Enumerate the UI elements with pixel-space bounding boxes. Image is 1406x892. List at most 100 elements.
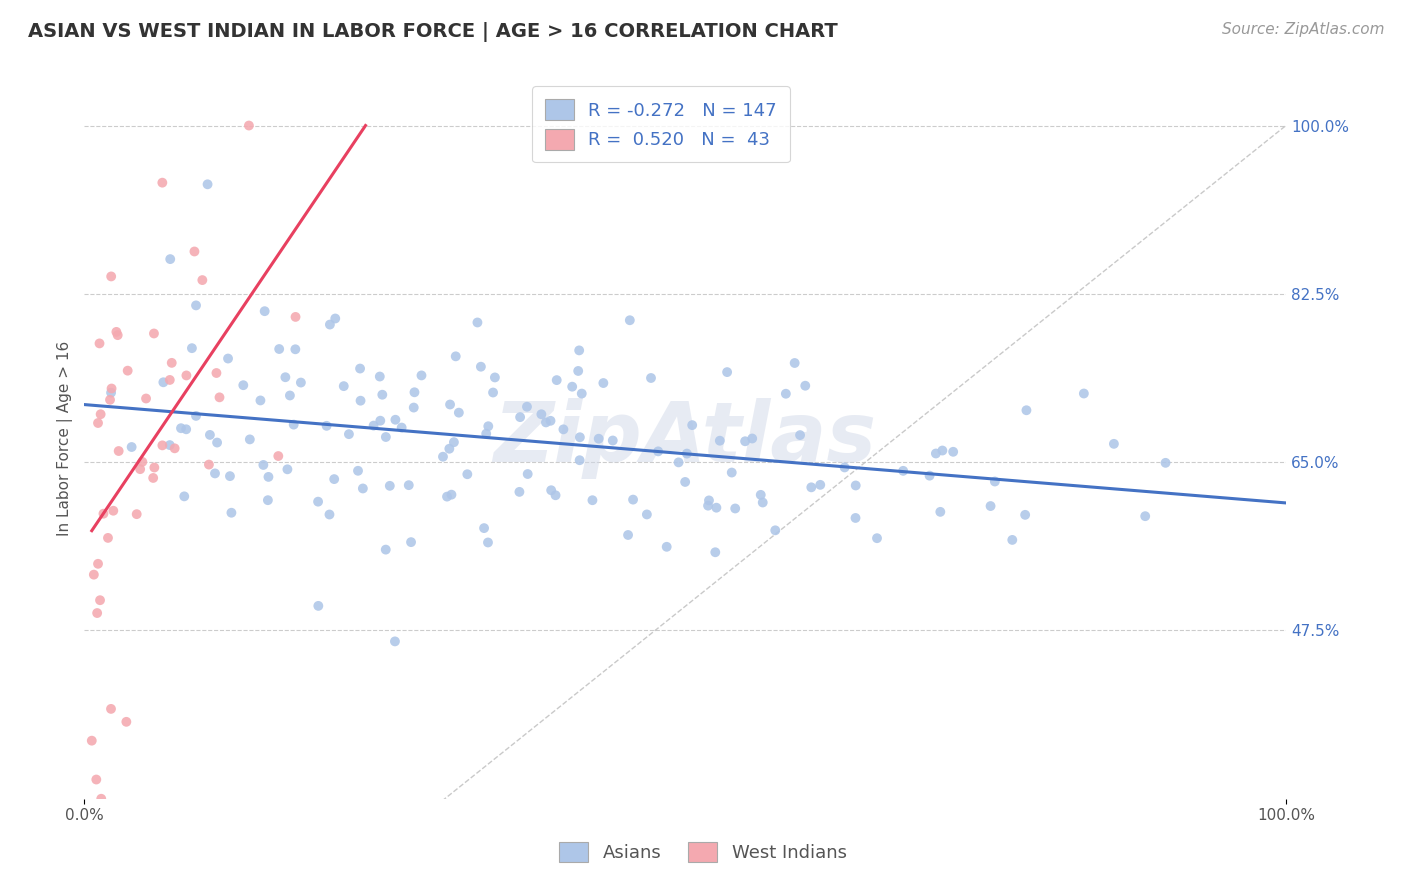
Point	[337, 427, 360, 442]
Point	[704, 545, 727, 559]
Point	[198, 428, 221, 442]
Point	[845, 478, 868, 492]
Point	[834, 460, 856, 475]
Point	[472, 521, 495, 535]
Point	[363, 418, 385, 433]
Point	[307, 599, 329, 613]
Point	[290, 376, 312, 390]
Point	[741, 432, 763, 446]
Point	[734, 434, 756, 449]
Point	[319, 318, 342, 332]
Point	[384, 634, 406, 648]
Point	[318, 508, 340, 522]
Point	[640, 371, 662, 385]
Point	[546, 373, 568, 387]
Point	[1154, 456, 1177, 470]
Point	[159, 373, 181, 387]
Point	[152, 376, 174, 390]
Point	[80, 733, 103, 747]
Point	[135, 392, 157, 406]
Point	[567, 364, 589, 378]
Point	[374, 430, 396, 444]
Point	[716, 365, 738, 379]
Point	[217, 351, 239, 366]
Point	[83, 567, 105, 582]
Point	[150, 438, 173, 452]
Point	[391, 420, 413, 434]
Point	[808, 478, 831, 492]
Point	[198, 458, 221, 472]
Point	[274, 370, 297, 384]
Point	[619, 313, 641, 327]
Point	[384, 413, 406, 427]
Point	[131, 455, 153, 469]
Point	[143, 460, 166, 475]
Point	[239, 433, 262, 447]
Point	[706, 500, 728, 515]
Point	[368, 369, 391, 384]
Point	[540, 414, 562, 428]
Legend: Asians, West Indians: Asians, West Indians	[553, 834, 853, 870]
Point	[100, 702, 122, 716]
Point	[440, 488, 463, 502]
Point	[1001, 533, 1024, 547]
Point	[184, 298, 207, 312]
Point	[697, 499, 720, 513]
Point	[402, 401, 425, 415]
Point	[253, 304, 276, 318]
Point	[655, 540, 678, 554]
Point	[636, 508, 658, 522]
Point	[100, 385, 122, 400]
Point	[284, 310, 307, 324]
Point	[150, 176, 173, 190]
Point	[103, 504, 125, 518]
Point	[176, 368, 198, 383]
Point	[307, 494, 329, 508]
Point	[252, 458, 274, 472]
Point	[929, 505, 952, 519]
Y-axis label: In Labor Force | Age > 16: In Labor Force | Age > 16	[58, 341, 73, 536]
Point	[581, 493, 603, 508]
Point	[482, 385, 505, 400]
Point	[544, 488, 567, 502]
Point	[800, 480, 823, 494]
Point	[87, 557, 110, 571]
Point	[673, 475, 696, 489]
Point	[432, 450, 454, 464]
Point	[568, 343, 591, 358]
Point	[257, 470, 280, 484]
Point	[931, 443, 953, 458]
Point	[942, 444, 965, 458]
Point	[284, 343, 307, 357]
Point	[789, 428, 811, 442]
Point	[592, 376, 614, 390]
Point	[278, 388, 301, 402]
Point	[143, 326, 166, 341]
Point	[794, 378, 817, 392]
Point	[205, 435, 228, 450]
Point	[269, 342, 291, 356]
Point	[183, 244, 205, 259]
Point	[534, 416, 557, 430]
Point	[232, 378, 254, 392]
Point	[107, 328, 129, 343]
Point	[315, 418, 337, 433]
Point	[173, 489, 195, 503]
Point	[553, 422, 575, 436]
Point	[475, 426, 498, 441]
Point	[749, 488, 772, 502]
Point	[332, 379, 354, 393]
Point	[170, 421, 193, 435]
Point	[267, 449, 290, 463]
Point	[399, 535, 422, 549]
Point	[925, 446, 948, 460]
Point	[508, 484, 530, 499]
Text: ASIAN VS WEST INDIAN IN LABOR FORCE | AGE > 16 CORRELATION CHART: ASIAN VS WEST INDIAN IN LABOR FORCE | AG…	[28, 22, 838, 42]
Point	[783, 356, 806, 370]
Point	[368, 414, 391, 428]
Point	[86, 606, 108, 620]
Point	[107, 444, 129, 458]
Point	[530, 407, 553, 421]
Point	[568, 430, 591, 444]
Point	[444, 349, 467, 363]
